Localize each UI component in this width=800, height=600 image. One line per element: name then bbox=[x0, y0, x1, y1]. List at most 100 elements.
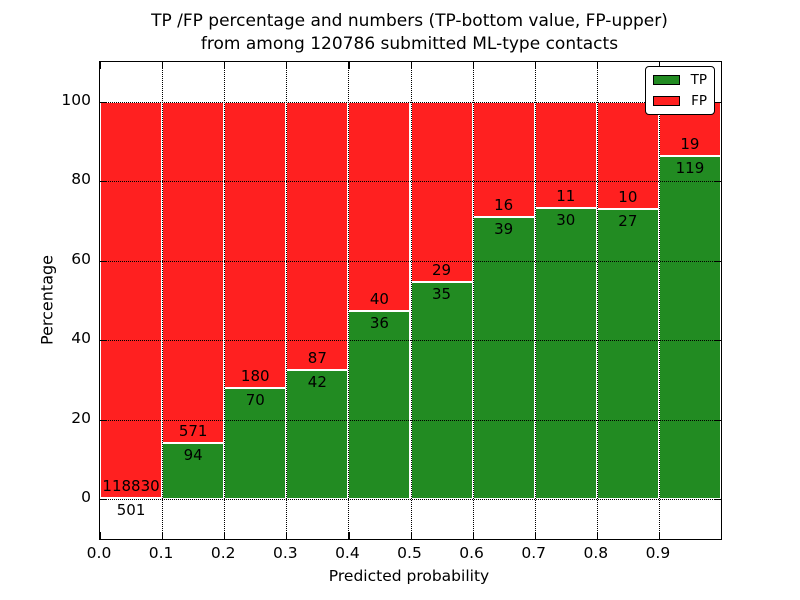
bar-segment-tp bbox=[534, 208, 597, 500]
bar-label-tp: 119 bbox=[675, 159, 705, 178]
legend-swatch-tp bbox=[653, 75, 680, 85]
x-tick-label: 0.4 bbox=[335, 544, 360, 562]
x-tick-mark-top bbox=[658, 62, 661, 69]
x-tick-label: 0.1 bbox=[148, 544, 174, 562]
gridline-vertical bbox=[224, 62, 226, 539]
chart-title: TP /FP percentage and numbers (TP-bottom… bbox=[99, 10, 720, 56]
x-tick-mark-bottom bbox=[224, 532, 226, 539]
bar-label-tp: 94 bbox=[183, 446, 203, 465]
bar-segment-tp bbox=[100, 497, 163, 500]
y-tick-mark-left bbox=[100, 499, 107, 501]
x-tick-mark-bottom bbox=[100, 532, 102, 539]
bar-label-fp: 118830 bbox=[102, 476, 160, 495]
x-tick-mark-top bbox=[596, 62, 598, 69]
bar-segment-tp bbox=[410, 281, 473, 500]
bar-segment-fp bbox=[472, 101, 535, 218]
x-tick-mark-bottom bbox=[286, 532, 288, 539]
bar-segment-fp bbox=[162, 101, 225, 444]
y-tick-label: 40 bbox=[71, 329, 91, 348]
bar-label-tp: 501 bbox=[116, 500, 146, 519]
y-tick-label: 20 bbox=[71, 408, 91, 427]
x-tick-mark-top bbox=[224, 62, 226, 69]
bar-segment-tp bbox=[348, 310, 411, 500]
bar-label-tp: 30 bbox=[556, 211, 576, 230]
gridline-horizontal bbox=[100, 340, 721, 342]
legend-swatch-fp bbox=[653, 96, 680, 106]
bar-label-tp: 35 bbox=[432, 284, 452, 303]
x-tick-label: 0.0 bbox=[86, 544, 112, 562]
x-tick-mark-bottom bbox=[162, 532, 164, 539]
y-tick-mark-right bbox=[714, 181, 721, 183]
bar-segment-tp bbox=[596, 209, 659, 500]
x-tick-mark-bottom bbox=[658, 532, 661, 539]
bar-segment-fp bbox=[100, 101, 163, 498]
bar-label-fp: 19 bbox=[680, 135, 700, 154]
plot-area: 118830 501 571 94 180 70 87 42 40 36 29 35 16 39 11 30 1… bbox=[99, 61, 722, 540]
bar-label-fp: 11 bbox=[556, 187, 576, 206]
y-tick-label: 0 bbox=[81, 488, 91, 507]
gridline-vertical bbox=[162, 62, 164, 539]
y-tick-mark-left bbox=[100, 260, 107, 262]
bar-label-fp: 87 bbox=[307, 348, 327, 367]
x-tick-mark-top bbox=[348, 62, 350, 69]
y-tick-mark-right bbox=[714, 419, 721, 421]
gridline-horizontal bbox=[100, 419, 721, 421]
bar-label-fp: 16 bbox=[494, 196, 514, 215]
gridline-horizontal bbox=[100, 181, 721, 183]
legend-entry-fp: FP bbox=[653, 94, 707, 108]
gridline-vertical bbox=[286, 62, 288, 539]
y-tick-mark-left bbox=[100, 181, 107, 183]
gridline-vertical bbox=[410, 62, 412, 539]
x-tick-mark-bottom bbox=[410, 532, 412, 539]
x-tick-label: 0.7 bbox=[521, 544, 547, 562]
chart-title-line1: TP /FP percentage and numbers (TP-bottom… bbox=[151, 11, 668, 31]
y-tick-label: 100 bbox=[61, 90, 91, 109]
bar-label-fp: 10 bbox=[618, 188, 638, 207]
bar-label-fp: 571 bbox=[178, 422, 208, 441]
x-tick-mark-top bbox=[162, 62, 164, 69]
legend-entry-tp: TP bbox=[653, 73, 707, 87]
x-tick-label: 0.9 bbox=[645, 544, 671, 562]
x-tick-mark-bottom bbox=[348, 532, 350, 539]
y-tick-mark-left bbox=[100, 419, 107, 421]
bar-segment-fp bbox=[410, 101, 473, 282]
x-tick-mark-top bbox=[410, 62, 412, 69]
gridline-vertical bbox=[658, 62, 660, 539]
y-tick-mark-left bbox=[100, 340, 107, 342]
bar-segment-fp bbox=[596, 101, 659, 210]
y-tick-label: 60 bbox=[71, 249, 91, 268]
y-tick-mark-right bbox=[714, 101, 721, 103]
x-tick-mark-top bbox=[286, 62, 288, 69]
bar-label-tp: 39 bbox=[494, 220, 514, 239]
x-tick-label: 0.8 bbox=[583, 544, 609, 562]
y-tick-mark-left bbox=[100, 101, 107, 103]
chart-title-line2: from among 120786 submitted ML-type cont… bbox=[200, 34, 619, 54]
x-tick-mark-bottom bbox=[472, 532, 474, 539]
gridline-horizontal bbox=[100, 499, 721, 501]
x-tick-mark-top bbox=[100, 62, 102, 69]
bar-label-fp: 180 bbox=[240, 366, 270, 385]
x-tick-label: 0.2 bbox=[210, 544, 236, 562]
bar-segment-tp bbox=[472, 217, 535, 500]
legend-label-fp: FP bbox=[691, 93, 707, 109]
gridline-vertical bbox=[348, 62, 350, 539]
y-tick-mark-right bbox=[714, 499, 721, 501]
x-axis-label: Predicted probability bbox=[328, 567, 490, 585]
y-tick-label: 80 bbox=[71, 170, 91, 189]
x-tick-mark-top bbox=[472, 62, 474, 69]
bar-segment-tp bbox=[162, 443, 225, 500]
gridline-horizontal bbox=[100, 260, 721, 262]
y-tick-mark-right bbox=[714, 340, 721, 342]
bar-segment-tp bbox=[286, 369, 349, 500]
gridline-horizontal bbox=[100, 101, 721, 103]
bar-segment-tp bbox=[658, 156, 721, 500]
x-tick-label: 0.6 bbox=[459, 544, 484, 562]
bar-segment-fp bbox=[348, 101, 411, 311]
x-tick-label: 0.5 bbox=[397, 544, 422, 562]
legend-label-tp: TP bbox=[690, 72, 707, 88]
y-tick-mark-right bbox=[714, 260, 721, 262]
x-tick-mark-top bbox=[534, 62, 536, 69]
x-tick-mark-bottom bbox=[534, 532, 536, 539]
bar-label-tp: 36 bbox=[369, 313, 389, 332]
